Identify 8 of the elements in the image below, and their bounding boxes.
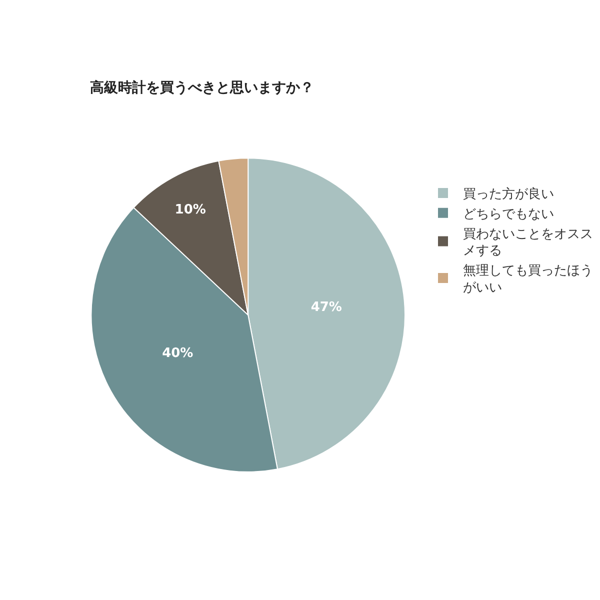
chart-title: 高級時計を買うべきと思いますか？ (90, 78, 314, 96)
data-label: 47% (310, 300, 342, 316)
legend-label: 買った方が良い (463, 186, 554, 202)
data-label: 40% (162, 346, 194, 362)
data-label: 10% (174, 202, 206, 218)
legend-label: 買わないことをオススメする (463, 226, 593, 259)
legend-label: どちらでもない (463, 206, 554, 222)
legend-label: 無理しても買ったほうがいい (463, 264, 593, 296)
